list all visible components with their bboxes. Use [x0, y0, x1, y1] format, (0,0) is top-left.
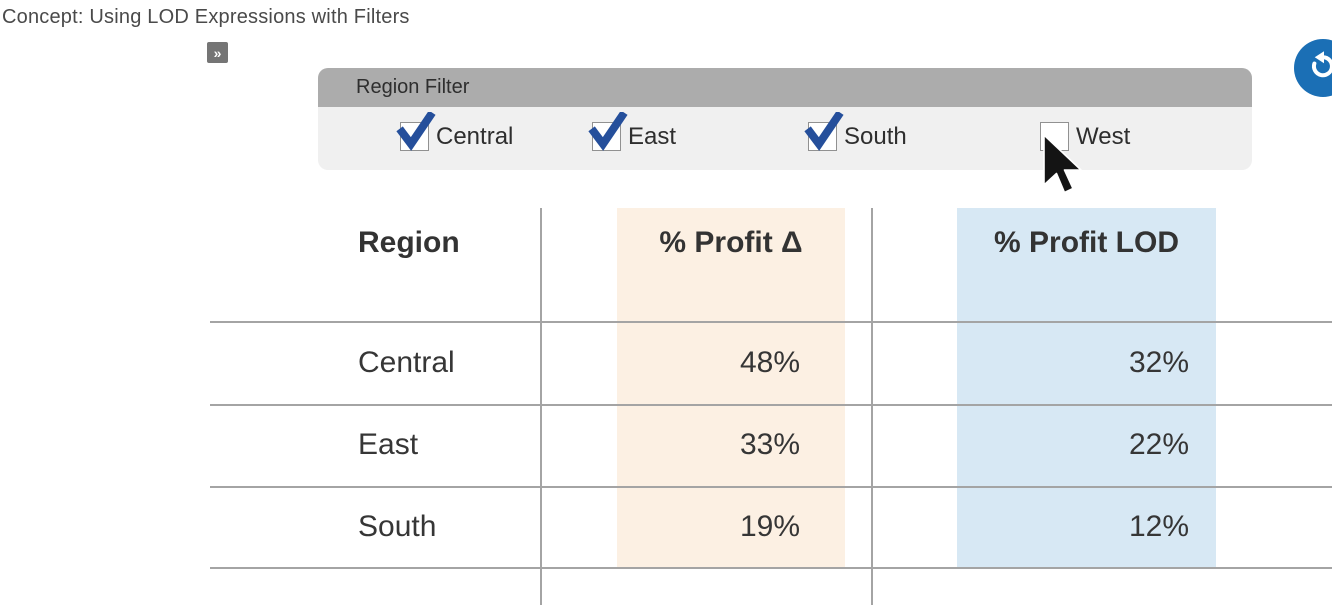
checkmark-icon [804, 112, 844, 151]
column-header-profit-delta: % Profit Δ [659, 226, 803, 259]
row-divider [210, 486, 1332, 488]
profit-lod-column-band [957, 208, 1216, 568]
row-divider [210, 567, 1332, 569]
column-divider [540, 208, 542, 605]
table-cell-profit-delta: 48% [739, 346, 800, 379]
checkbox-west[interactable]: West [1040, 122, 1130, 151]
region-filter-header: Region Filter [318, 68, 1252, 107]
row-divider [210, 321, 1332, 323]
region-filter-title: Region Filter [356, 76, 470, 98]
table-cell-profit-lod: 12% [1128, 510, 1189, 543]
page-title: Concept: Using LOD Expressions with Filt… [2, 6, 410, 28]
column-divider [871, 208, 873, 605]
checkbox-label: East [628, 122, 677, 150]
table-cell-profit-lod: 32% [1128, 346, 1189, 379]
checkmark-icon [588, 112, 628, 151]
column-header-region: Region [358, 226, 460, 259]
table-cell-profit-delta: 19% [739, 510, 800, 543]
expand-panel-button[interactable]: » [207, 42, 228, 63]
row-divider [210, 404, 1332, 406]
double-chevron-right-icon: » [213, 44, 222, 61]
column-header-profit-lod: % Profit LOD [994, 226, 1179, 259]
checkbox-box[interactable] [804, 112, 844, 151]
profit-delta-column-band [617, 208, 845, 568]
reset-button[interactable] [1294, 39, 1332, 97]
table-row-label: Central [358, 346, 455, 379]
table-row-label: South [358, 510, 437, 543]
table-row-label: East [358, 428, 419, 461]
checkbox-label: South [844, 122, 907, 150]
undo-rotate-icon [1308, 50, 1332, 86]
checkbox-box[interactable] [588, 112, 628, 151]
checkbox-east[interactable]: East [588, 112, 677, 151]
checkbox-central[interactable]: Central [396, 112, 514, 151]
region-filter-panel: Region Filter Central East [318, 68, 1252, 170]
checkbox-box[interactable] [1040, 122, 1069, 151]
table-cell-profit-lod: 22% [1128, 428, 1189, 461]
table-cell-profit-delta: 33% [739, 428, 800, 461]
checkbox-label: Central [436, 122, 514, 150]
checkbox-south[interactable]: South [804, 112, 907, 151]
checkmark-icon [396, 112, 436, 151]
checkbox-label: West [1076, 122, 1131, 150]
region-filter-options: Central East South [318, 107, 1252, 170]
checkbox-box[interactable] [396, 112, 436, 151]
